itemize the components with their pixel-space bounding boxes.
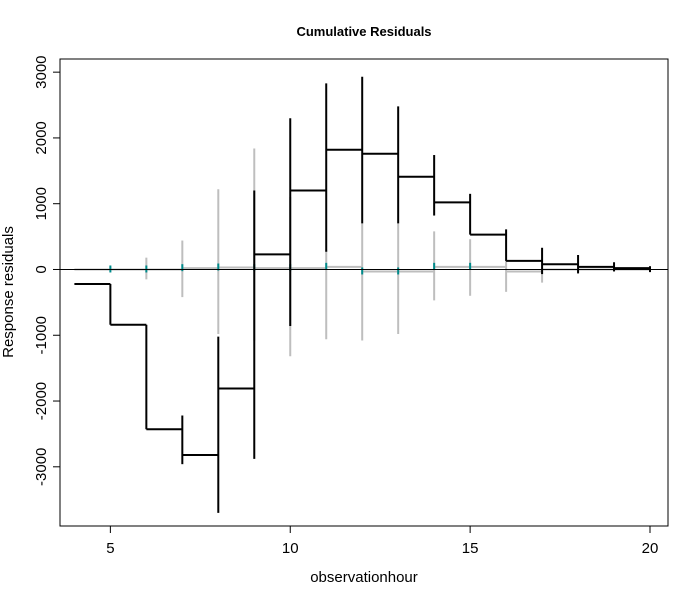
x-tick-label: 5	[106, 540, 114, 557]
x-tick-label: 10	[282, 540, 299, 557]
y-axis: -3000 -2000 -1000 0 1000 2000 3000	[33, 55, 60, 486]
observed-residuals-layer	[74, 76, 652, 513]
plot-frame	[59, 58, 669, 527]
y-axis-label: Response residuals	[0, 226, 17, 358]
y-tick-label: 0	[33, 265, 50, 273]
x-axis: 5 10 15 20	[106, 526, 658, 557]
y-tick-label: -3000	[33, 448, 50, 486]
chart-title: Cumulative Residuals	[296, 24, 431, 39]
y-tick-label: -1000	[33, 316, 50, 354]
x-axis-label: observationhour	[310, 569, 418, 586]
y-tick-label: 2000	[33, 121, 50, 154]
y-tick-label: 1000	[33, 187, 50, 220]
x-tick-label: 20	[642, 540, 659, 557]
y-tick-label: 3000	[33, 55, 50, 88]
x-tick-label: 15	[462, 540, 479, 557]
y-tick-label: -2000	[33, 382, 50, 420]
